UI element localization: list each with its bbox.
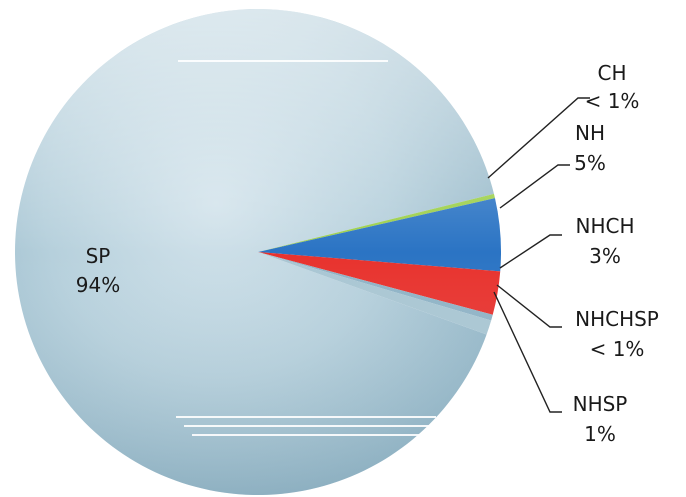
slice-label-sp-value: 94%: [76, 273, 120, 297]
slice-label-nhch-value: 3%: [589, 244, 621, 268]
gloss-streak: [184, 425, 444, 427]
slice-label-nhchsp-value: < 1%: [590, 337, 645, 361]
slice-label-ch-name: CH: [597, 61, 626, 85]
gloss-streak: [192, 434, 442, 436]
slice-label-nhsp-value: 1%: [584, 422, 616, 446]
leader-line-nh: [499, 164, 570, 209]
leader-line-nhch: [499, 234, 562, 269]
slice-label-sp-name: SP: [86, 244, 111, 268]
slice-label-nhsp-name: NHSP: [573, 392, 628, 416]
slice-label-nhch-name: NHCH: [575, 214, 634, 238]
gloss-streak: [178, 60, 388, 62]
leader-line-ch: [487, 97, 590, 179]
slice-label-nhchsp-name: NHCHSP: [575, 307, 659, 331]
leader-line-nhsp: [493, 291, 562, 413]
slice-label-nh-value: 5%: [574, 151, 606, 175]
gloss-highlights: [176, 60, 444, 436]
leader-line-nhchsp: [496, 284, 562, 328]
slice-label-nh-name: NH: [575, 121, 605, 145]
gloss-streak: [176, 416, 436, 418]
slice-label-ch-value: < 1%: [585, 89, 640, 113]
pie-gloss-overlay: [15, 9, 501, 495]
